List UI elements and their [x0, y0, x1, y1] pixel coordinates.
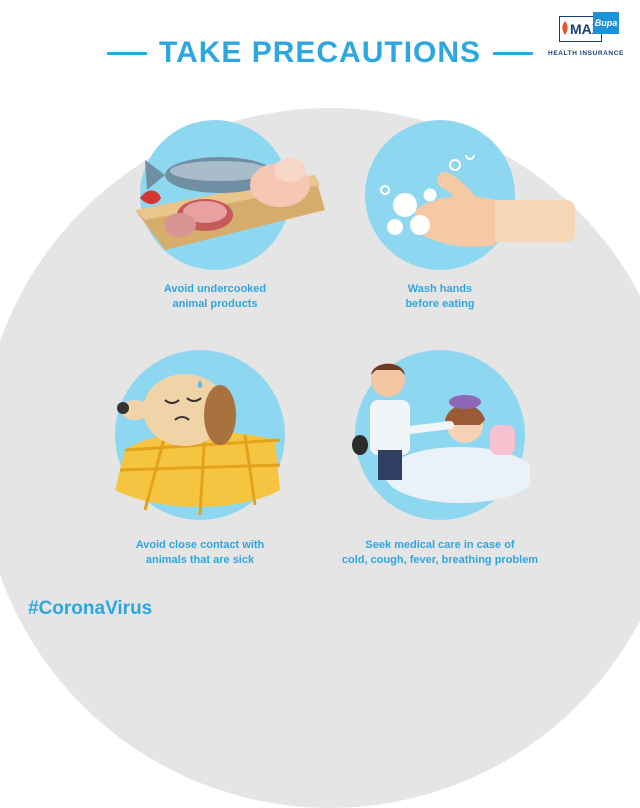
hashtag: #CoronaVirus: [28, 598, 153, 619]
header-rule-right: [493, 51, 534, 55]
brand-logo: MAX Bupa HEALTH INSURANCE: [546, 12, 626, 68]
tip-card-medical-care: Seek medical care in case of cold, cough…: [330, 350, 550, 568]
raw-meat-icon: [135, 157, 325, 250]
tip-circle: [352, 350, 530, 520]
logo-tagline: HEALTH INSURANCE: [548, 50, 624, 57]
header-rule-left: [106, 51, 147, 55]
tip-circle: [365, 120, 575, 270]
tip-card-sick-animals: Avoid close contact with animals that ar…: [90, 350, 310, 568]
washing-hands-icon: [380, 155, 575, 247]
tip-card-undercooked: Avoid undercooked animal products: [105, 120, 325, 312]
tip-card-wash-hands: Wash hands before eating: [330, 120, 575, 312]
tip-circle: [115, 350, 285, 520]
flame-icon: [562, 21, 568, 35]
tip-caption: Avoid undercooked animal products: [163, 283, 267, 310]
page-title: TAKE PRECAUTIONS: [158, 36, 482, 69]
logo-mark: MAX Bupa: [553, 12, 619, 44]
logo-bupa-text: Bupa: [593, 12, 619, 34]
tip-circle: [135, 120, 325, 270]
sick-dog-icon: [115, 374, 281, 516]
tip-caption: Seek medical care in case of cold, cough…: [341, 539, 539, 566]
tip-caption: Avoid close contact with animals that ar…: [135, 539, 265, 566]
page-header: TAKE PRECAUTIONS: [0, 36, 640, 70]
tip-caption: Wash hands before eating: [405, 283, 475, 310]
doctor-visit-icon: [352, 363, 530, 503]
